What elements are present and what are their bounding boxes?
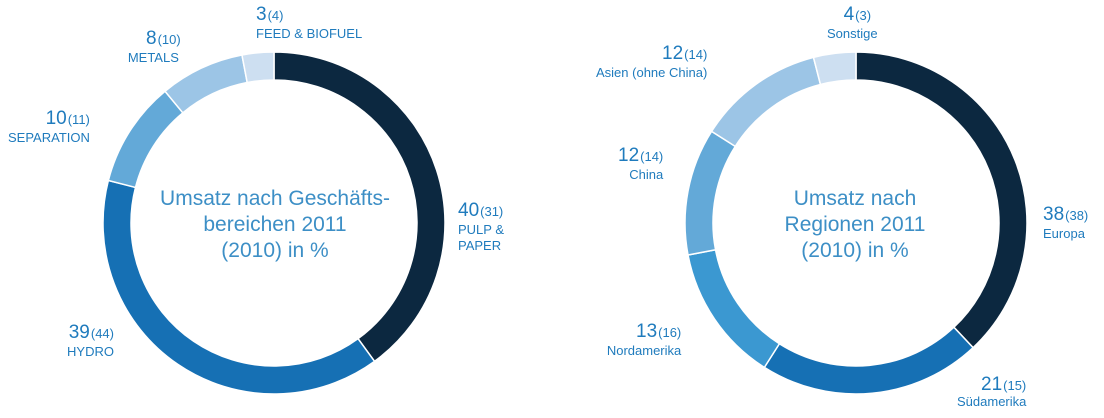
chart1-title-line-2: bereichen 2011 xyxy=(203,213,347,236)
chart1-label-pulp-paper: 40(31) PULP & PAPER xyxy=(458,200,504,254)
data-label-value: 21 xyxy=(981,374,1003,395)
data-label-prev: (16) xyxy=(658,325,682,340)
data-label-value: 40 xyxy=(458,200,480,221)
chart2-label-europa: 38(38) Europa xyxy=(1043,204,1088,242)
chart1-label-hydro: 39(44) HYDRO xyxy=(67,322,114,360)
chart1-title-line-1: Umsatz nach Geschäfts- xyxy=(160,187,390,210)
data-label-value: 4 xyxy=(843,4,855,25)
chart2-title-line-1: Umsatz nach xyxy=(793,187,917,210)
data-label-prev: (11) xyxy=(67,112,90,127)
data-label-prev: (44) xyxy=(90,326,114,341)
data-label-name: Nordamerika xyxy=(606,343,682,358)
data-label-name: HYDRO xyxy=(67,344,114,359)
data-label-name: SEPARATION xyxy=(8,130,90,145)
chart2-slice-sonstige xyxy=(812,51,857,86)
chart2-label-sonstige: 4(3) Sonstige xyxy=(827,4,878,42)
chart1-center-title: Umsatz nach Geschäfts- bereichen 2011 (2… xyxy=(140,186,410,264)
data-label-value: 12 xyxy=(618,145,640,166)
chart2-slice-nordamerika xyxy=(687,248,781,369)
chart2-title-line-2: Regionen 2011 xyxy=(784,213,926,236)
data-label-prev: (14) xyxy=(684,47,708,62)
chart1-label-metals: 8(10) METALS xyxy=(126,28,181,66)
data-label-prev: (3) xyxy=(855,8,872,23)
data-label-prev: (31) xyxy=(480,204,504,219)
data-label-prev: (4) xyxy=(267,8,284,23)
data-label-name: PULP & PAPER xyxy=(458,222,505,253)
chart1-slice-feed-biofuel xyxy=(241,51,275,84)
chart1-slice-separation xyxy=(107,90,184,189)
data-label-value: 12 xyxy=(662,43,684,64)
chart2-label-suedamerika: 21(15) Südamerika xyxy=(957,374,1026,410)
data-label-value: 10 xyxy=(45,108,67,129)
chart1-label-feed-biofuel: 3(4) FEED & BIOFUEL xyxy=(256,4,362,42)
data-label-name: FEED & BIOFUEL xyxy=(256,26,363,41)
chart1-title-line-3: (2010) in % xyxy=(221,239,329,262)
data-label-prev: (10) xyxy=(157,32,181,47)
chart2-label-china: 12(14) China xyxy=(618,145,663,183)
chart2-slice-asien-ohne-china- xyxy=(710,56,822,148)
data-label-prev: (38) xyxy=(1065,208,1089,223)
chart2-center-title: Umsatz nach Regionen 2011 (2010) in % xyxy=(720,186,990,264)
data-label-value: 3 xyxy=(256,4,267,25)
data-label-prev: (14) xyxy=(640,149,664,164)
data-label-name: Südamerika xyxy=(957,394,1027,409)
chart2-label-nordamerika: 13(16) Nordamerika xyxy=(596,321,681,359)
chart1-label-separation: 10(11) SEPARATION xyxy=(8,108,90,146)
data-label-value: 13 xyxy=(636,321,658,342)
data-label-value: 8 xyxy=(146,28,157,49)
data-label-value: 38 xyxy=(1043,204,1065,225)
data-label-value: 39 xyxy=(68,322,90,343)
data-label-name: Sonstige xyxy=(827,26,878,41)
data-label-name: Europa xyxy=(1043,226,1085,241)
chart2-slice-südamerika xyxy=(763,326,975,395)
chart2-label-asien: 12(14) Asien (ohne China) xyxy=(596,43,707,81)
chart2-title-line-3: (2010) in % xyxy=(801,239,909,262)
data-label-name: China xyxy=(629,167,664,182)
data-label-name: Asien (ohne China) xyxy=(596,65,708,80)
data-label-name: METALS xyxy=(127,50,179,65)
data-label-prev: (15) xyxy=(1003,378,1027,393)
